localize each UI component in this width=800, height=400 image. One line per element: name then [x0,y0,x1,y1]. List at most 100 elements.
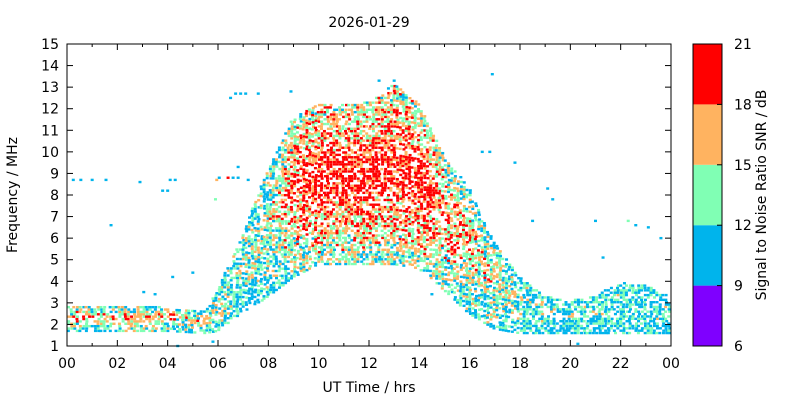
data-point [423,134,427,137]
data-point [290,239,294,242]
data-point [535,319,539,323]
data-point [369,170,373,173]
data-point [328,243,332,247]
data-point [637,310,641,313]
data-point [226,305,230,308]
data-point [284,158,288,161]
data-point [302,139,306,143]
data-point [336,160,340,164]
data-point [369,220,373,223]
data-point [262,252,266,255]
data-point [307,108,311,111]
data-point [495,263,499,267]
data-point [426,233,430,237]
data-point [407,206,411,209]
data-point [368,127,372,130]
data-point [377,113,381,116]
data-point [435,151,439,154]
data-point [483,316,487,320]
data-point [420,148,424,151]
data-point [538,293,542,297]
data-point [274,262,278,266]
data-point [435,156,439,159]
data-point [254,288,258,292]
data-point [392,146,396,150]
data-point [417,200,421,203]
data-point [468,260,472,263]
data-point [510,309,514,312]
data-point [341,175,345,178]
data-point [504,286,508,290]
data-point [248,221,252,224]
data-point [344,167,348,171]
data-point [455,265,459,269]
data-point [114,310,118,314]
data-point [269,177,273,180]
data-point [435,168,439,171]
data-point [281,255,285,259]
data-point [234,92,238,95]
data-point [476,275,480,278]
data-point [268,243,272,247]
data-point [365,118,369,121]
data-point [478,308,482,311]
data-point [332,212,336,216]
data-point [353,134,357,138]
data-point [404,101,408,104]
data-point [640,298,644,302]
data-point [661,331,665,335]
data-point [123,308,127,311]
data-point [320,177,324,180]
data-point [280,141,284,145]
data-point [272,208,276,211]
data-point [259,185,263,188]
data-point [398,187,402,191]
data-point [248,301,252,305]
data-point [185,309,189,312]
data-point [105,315,109,318]
data-point [232,298,236,301]
data-point [281,243,285,247]
data-point [332,172,336,176]
data-point [214,306,218,309]
data-point [366,210,370,214]
data-point [259,266,263,269]
data-point [417,138,421,142]
data-point [242,291,246,294]
data-point [66,322,70,325]
data-point [371,125,375,128]
data-point [322,201,326,204]
data-point [323,212,327,216]
data-point [245,230,249,233]
data-point [187,323,191,327]
data-point [350,179,354,183]
data-point [314,245,318,248]
data-point [618,322,622,325]
data-point [483,321,487,325]
data-point [492,289,496,292]
data-point [381,224,385,228]
data-point [253,203,257,206]
data-point [377,108,381,111]
data-point [480,274,484,278]
data-point [410,99,414,103]
data-point [262,200,266,203]
data-point [441,270,445,273]
data-point [283,250,287,254]
data-point [257,272,261,276]
data-point [528,289,532,292]
data-point [636,303,640,306]
data-point [408,101,412,105]
data-point [326,184,330,187]
data-point [305,240,309,243]
data-point [365,110,369,114]
data-point [260,247,264,250]
data-point [628,315,632,318]
data-point [516,303,520,306]
data-point [392,103,396,107]
data-point [286,267,290,270]
data-point [290,196,294,199]
data-point [377,217,381,221]
data-point [477,253,481,257]
data-point [304,133,308,137]
